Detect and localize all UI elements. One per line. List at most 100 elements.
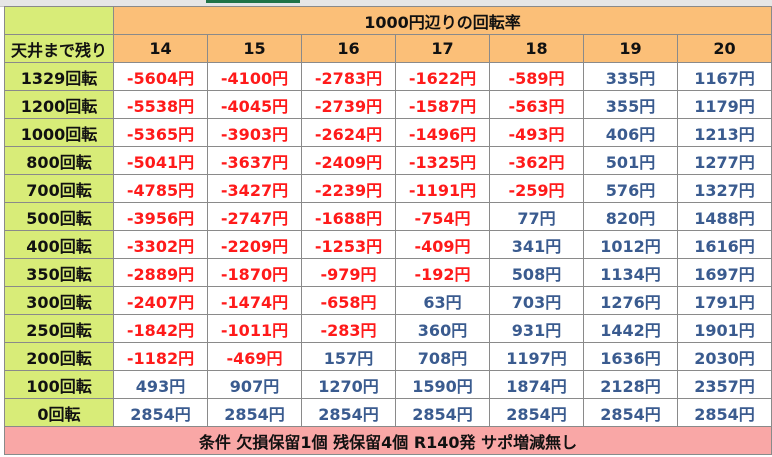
value-cell[interactable]: 1277円	[677, 146, 772, 175]
table-title[interactable]: 1000円辺りの回転率	[113, 6, 772, 35]
value-cell[interactable]: 2854円	[677, 398, 772, 427]
value-cell[interactable]: -2239円	[301, 174, 396, 203]
value-cell[interactable]: 77円	[489, 202, 584, 231]
value-cell[interactable]: -2783円	[301, 62, 396, 91]
row-label[interactable]: 0回転	[4, 398, 114, 427]
value-cell[interactable]: 2854円	[489, 398, 584, 427]
row-label[interactable]: 350回転	[4, 258, 114, 287]
column-header[interactable]: 20	[677, 34, 772, 63]
value-cell[interactable]: -1011円	[207, 314, 302, 343]
value-cell[interactable]: -3427円	[207, 174, 302, 203]
value-cell[interactable]: 2854円	[395, 398, 490, 427]
value-cell[interactable]: 703円	[489, 286, 584, 315]
value-cell[interactable]: -5365円	[113, 118, 208, 147]
value-cell[interactable]: -259円	[489, 174, 584, 203]
value-cell[interactable]: 1270円	[301, 370, 396, 399]
value-cell[interactable]: 1616円	[677, 230, 772, 259]
row-header-label[interactable]: 天井まで残り	[4, 34, 114, 63]
value-cell[interactable]: 406円	[583, 118, 678, 147]
value-cell[interactable]: 1488円	[677, 202, 772, 231]
column-header[interactable]: 15	[207, 34, 302, 63]
value-cell[interactable]: 2854円	[113, 398, 208, 427]
value-cell[interactable]: -3302円	[113, 230, 208, 259]
value-cell[interactable]: -1325円	[395, 146, 490, 175]
value-cell[interactable]: -2407円	[113, 286, 208, 315]
value-cell[interactable]: 2030円	[677, 342, 772, 371]
value-cell[interactable]: 1697円	[677, 258, 772, 287]
conditions-note[interactable]: 条件 欠損保留1個 残保留4個 R140発 サポ増減無し	[4, 426, 772, 455]
column-header[interactable]: 19	[583, 34, 678, 63]
column-header[interactable]: 16	[301, 34, 396, 63]
column-header[interactable]: 17	[395, 34, 490, 63]
row-label[interactable]: 500回転	[4, 202, 114, 231]
value-cell[interactable]: 1197円	[489, 342, 584, 371]
value-cell[interactable]: 1791円	[677, 286, 772, 315]
value-cell[interactable]: -469円	[207, 342, 302, 371]
value-cell[interactable]: 493円	[113, 370, 208, 399]
value-cell[interactable]: 2854円	[207, 398, 302, 427]
value-cell[interactable]: 2854円	[301, 398, 396, 427]
value-cell[interactable]: 907円	[207, 370, 302, 399]
row-label[interactable]: 400回転	[4, 230, 114, 259]
value-cell[interactable]: 501円	[583, 146, 678, 175]
value-cell[interactable]: -4100円	[207, 62, 302, 91]
value-cell[interactable]: 1012円	[583, 230, 678, 259]
row-label[interactable]: 800回転	[4, 146, 114, 175]
value-cell[interactable]: 355円	[583, 90, 678, 119]
value-cell[interactable]: -2409円	[301, 146, 396, 175]
value-cell[interactable]: -3903円	[207, 118, 302, 147]
value-cell[interactable]: 341円	[489, 230, 584, 259]
value-cell[interactable]: 1442円	[583, 314, 678, 343]
column-header[interactable]: 14	[113, 34, 208, 63]
value-cell[interactable]: 1590円	[395, 370, 490, 399]
value-cell[interactable]: 576円	[583, 174, 678, 203]
row-label[interactable]: 700回転	[4, 174, 114, 203]
value-cell[interactable]: -754円	[395, 202, 490, 231]
value-cell[interactable]: -1253円	[301, 230, 396, 259]
column-header[interactable]: 18	[489, 34, 584, 63]
row-label[interactable]: 300回転	[4, 286, 114, 315]
value-cell[interactable]: -589円	[489, 62, 584, 91]
value-cell[interactable]: -5604円	[113, 62, 208, 91]
value-cell[interactable]: 1213円	[677, 118, 772, 147]
value-cell[interactable]: -3956円	[113, 202, 208, 231]
value-cell[interactable]: 335円	[583, 62, 678, 91]
value-cell[interactable]: 1134円	[583, 258, 678, 287]
value-cell[interactable]: -362円	[489, 146, 584, 175]
value-cell[interactable]: 63円	[395, 286, 490, 315]
value-cell[interactable]: -1622円	[395, 62, 490, 91]
value-cell[interactable]: -1870円	[207, 258, 302, 287]
value-cell[interactable]: 360円	[395, 314, 490, 343]
value-cell[interactable]: 1327円	[677, 174, 772, 203]
value-cell[interactable]: 2128円	[583, 370, 678, 399]
value-cell[interactable]: 1179円	[677, 90, 772, 119]
value-cell[interactable]: 2357円	[677, 370, 772, 399]
value-cell[interactable]: -658円	[301, 286, 396, 315]
value-cell[interactable]: -283円	[301, 314, 396, 343]
row-label[interactable]: 100回転	[4, 370, 114, 399]
value-cell[interactable]: 2854円	[583, 398, 678, 427]
value-cell[interactable]: -1474円	[207, 286, 302, 315]
value-cell[interactable]: -1496円	[395, 118, 490, 147]
blank-corner-cell[interactable]	[4, 6, 114, 35]
value-cell[interactable]: -2209円	[207, 230, 302, 259]
row-label[interactable]: 250回転	[4, 314, 114, 343]
value-cell[interactable]: -493円	[489, 118, 584, 147]
value-cell[interactable]: -2624円	[301, 118, 396, 147]
value-cell[interactable]: 1167円	[677, 62, 772, 91]
value-cell[interactable]: 1901円	[677, 314, 772, 343]
value-cell[interactable]: -2747円	[207, 202, 302, 231]
value-cell[interactable]: -5041円	[113, 146, 208, 175]
value-cell[interactable]: -409円	[395, 230, 490, 259]
value-cell[interactable]: -4785円	[113, 174, 208, 203]
value-cell[interactable]: -3637円	[207, 146, 302, 175]
row-label[interactable]: 1200回転	[4, 90, 114, 119]
value-cell[interactable]: 1276円	[583, 286, 678, 315]
value-cell[interactable]: 508円	[489, 258, 584, 287]
value-cell[interactable]: -1182円	[113, 342, 208, 371]
value-cell[interactable]: 1636円	[583, 342, 678, 371]
value-cell[interactable]: -563円	[489, 90, 584, 119]
row-label[interactable]: 1329回転	[4, 62, 114, 91]
row-label[interactable]: 1000回転	[4, 118, 114, 147]
value-cell[interactable]: -5538円	[113, 90, 208, 119]
